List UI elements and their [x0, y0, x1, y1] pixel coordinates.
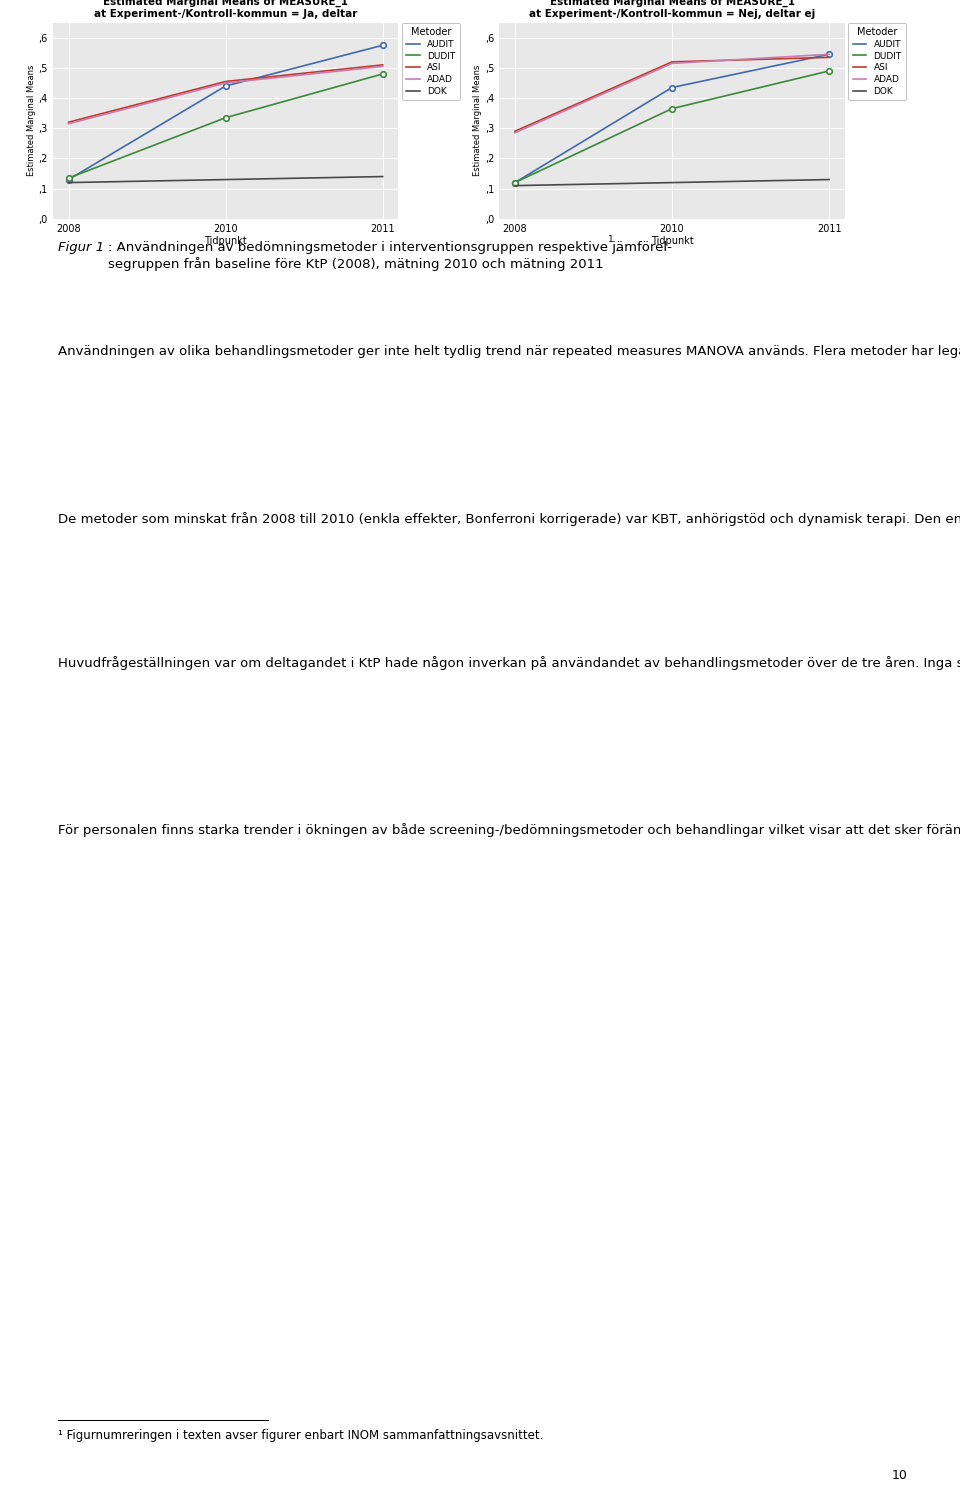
Title: Estimated Marginal Means of MEASURE_1
at Experiment-/Kontroll-kommun = Ja, delta: Estimated Marginal Means of MEASURE_1 at…	[94, 0, 357, 20]
X-axis label: Tidpunkt: Tidpunkt	[204, 237, 247, 246]
X-axis label: Tidpunkt: Tidpunkt	[651, 237, 693, 246]
Legend: AUDIT, DUDIT, ASI, ADAD, DOK: AUDIT, DUDIT, ASI, ADAD, DOK	[849, 23, 906, 100]
Text: : Användningen av bedömningsmetoder i interventionsgruppen respektive jämförel-
: : Användningen av bedömningsmetoder i in…	[108, 241, 671, 270]
Legend: AUDIT, DUDIT, ASI, ADAD, DOK: AUDIT, DUDIT, ASI, ADAD, DOK	[402, 23, 460, 100]
Text: De metoder som minskat från 2008 till 2010 (enkla effekter, Bonferroni korrigera: De metoder som minskat från 2008 till 20…	[58, 512, 960, 525]
Text: Huvudfrågeställningen var om deltagandet i KtP hade någon inverkan på användande: Huvudfrågeställningen var om deltagandet…	[58, 655, 960, 670]
Text: 1: 1	[608, 235, 613, 244]
Y-axis label: Estimated Marginal Means: Estimated Marginal Means	[27, 65, 36, 177]
Text: Figur 1: Figur 1	[58, 241, 104, 255]
Text: 10: 10	[891, 1468, 907, 1482]
Text: För personalen finns starka trender i ökningen av både screening-/bedömningsmeto: För personalen finns starka trender i ök…	[58, 824, 960, 837]
Text: .: .	[614, 241, 618, 255]
Y-axis label: Estimated Marginal Means: Estimated Marginal Means	[473, 65, 482, 177]
Text: ¹ Figurnumreringen i texten avser figurer enbart INOM sammanfattningsavsnittet.: ¹ Figurnumreringen i texten avser figure…	[58, 1429, 543, 1443]
Text: Användningen av olika behandlingsmetoder ger inte helt tydlig trend när repeated: Användningen av olika behandlingsmetoder…	[58, 344, 960, 358]
Title: Estimated Marginal Means of MEASURE_1
at Experiment-/Kontroll-kommun = Nej, delt: Estimated Marginal Means of MEASURE_1 at…	[529, 0, 815, 20]
